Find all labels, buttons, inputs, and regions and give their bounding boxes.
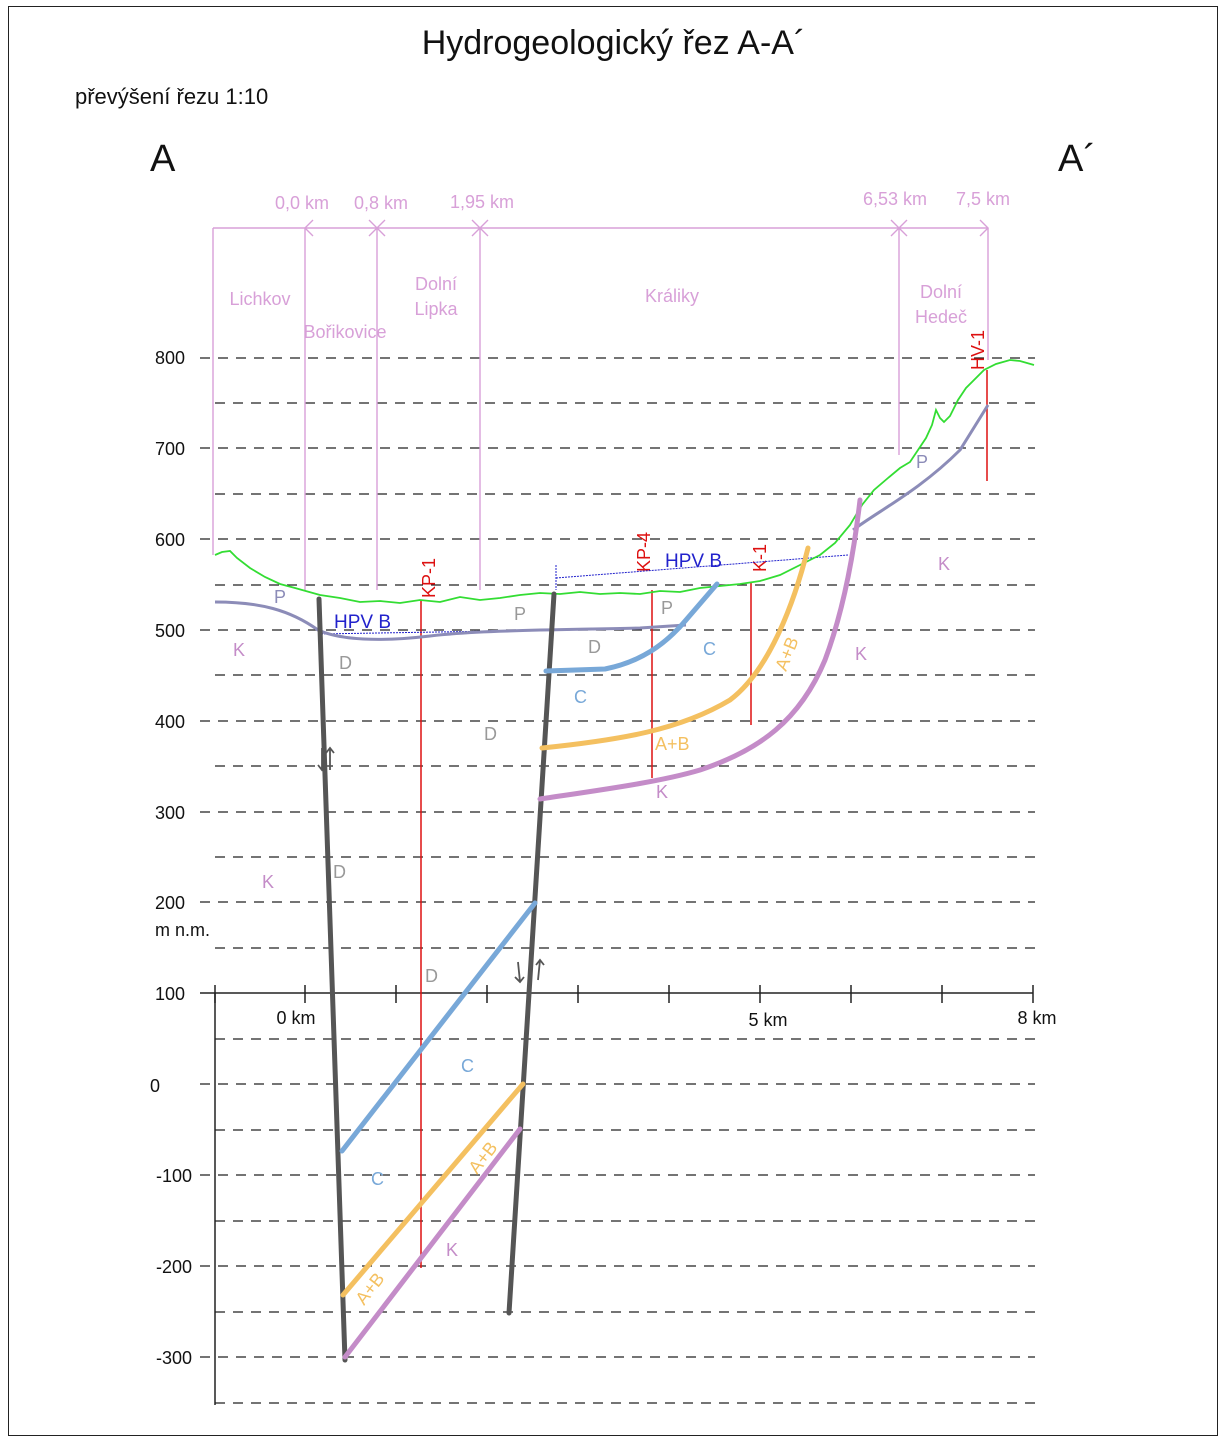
y-axis-labels: 800 700 600 500 400 300 200 100 0 -100 -…	[150, 348, 210, 1368]
label-c-1: C	[574, 687, 587, 707]
y-tick-700: 700	[155, 439, 185, 459]
unit-labels: P P P P K K K K K K D D D D D C C C C A+…	[233, 452, 950, 1308]
water-table-labels: HPV B HPV B	[334, 551, 722, 633]
label-d-2: D	[484, 724, 497, 744]
fault-arrows	[317, 746, 545, 984]
y-tick-minus300: -300	[156, 1348, 192, 1368]
water-table	[317, 554, 849, 635]
label-c-4: C	[371, 1169, 384, 1189]
village-borikovice: Bořikovice	[303, 322, 386, 342]
distance-mark-1-95: 1,95 km	[450, 192, 514, 212]
y-tick-600: 600	[155, 530, 185, 550]
y-tick-300: 300	[155, 803, 185, 823]
label-k-3: K	[656, 782, 668, 802]
distance-mark-7-5: 7,5 km	[956, 189, 1010, 209]
y-tick-minus100: -100	[156, 1166, 192, 1186]
quaternary-base-line	[214, 600, 687, 641]
distance-mark-0-8: 0,8 km	[354, 193, 408, 213]
faults	[316, 591, 557, 1363]
borehole-kp1-label: KP-1	[419, 558, 439, 598]
y-tick-400: 400	[155, 712, 185, 732]
village-boundaries	[212, 219, 989, 590]
label-k-4: K	[855, 644, 867, 664]
y-tick-minus200: -200	[156, 1257, 192, 1277]
label-k-6: K	[446, 1240, 458, 1260]
borehole-labels: KP-1 KP-4 K-1 HV-1	[419, 330, 988, 598]
label-p-3: P	[661, 598, 673, 618]
village-lichkov: Lichkov	[229, 289, 290, 309]
x-axis-labels: 0 km 5 km 8 km	[276, 1008, 1056, 1030]
unit-k-lines	[342, 497, 863, 1360]
borehole-hv1-label: HV-1	[968, 330, 988, 370]
figure-title: Hydrogeologický řez A-A´	[421, 24, 806, 62]
unit-c-lines	[339, 581, 720, 1154]
water-table-label-west: HPV B	[334, 612, 391, 633]
boreholes	[420, 370, 988, 1268]
label-d-1: D	[339, 653, 352, 673]
quaternary-base-line-east	[852, 404, 990, 532]
label-c-2: C	[703, 639, 716, 659]
village-dolni-hedec-line2: Hedeč	[915, 307, 967, 327]
section-start-label: A	[150, 138, 176, 180]
distance-mark-0-0: 0,0 km	[275, 193, 329, 213]
village-kraliky: Králiky	[645, 286, 699, 306]
borehole-k1-label: K-1	[750, 544, 770, 572]
label-d-4: D	[333, 862, 346, 882]
label-k-1: K	[233, 640, 245, 660]
label-p-4: P	[916, 452, 928, 472]
x-tick-8km: 8 km	[1017, 1008, 1056, 1028]
label-k-5: K	[938, 554, 950, 574]
unit-ab-lines	[340, 545, 811, 1298]
section-end-label: A´	[1058, 138, 1096, 180]
x-tick-0km: 0 km	[276, 1008, 315, 1028]
fault-west	[316, 596, 348, 1363]
label-d-5: D	[425, 966, 438, 986]
village-dolni-hedec-line1: Dolní	[920, 282, 962, 302]
fault-east	[506, 591, 557, 1316]
y-axis-unit: m n.m.	[155, 920, 210, 940]
label-p-1: P	[274, 587, 286, 607]
vertical-exaggeration-note: převýšení řezu 1:10	[75, 84, 269, 109]
village-dolni-lipka-line2: Lipka	[414, 299, 458, 319]
y-tick-200: 200	[155, 893, 185, 913]
borehole-kp4-label: KP-4	[634, 532, 654, 572]
y-tick-100: 100	[155, 984, 185, 1004]
x-tick-5km: 5 km	[748, 1010, 787, 1030]
y-tick-800: 800	[155, 348, 185, 368]
elevation-gridlines	[200, 357, 1035, 1404]
label-c-3: C	[461, 1056, 474, 1076]
km-axis	[200, 985, 1034, 1405]
label-d-3: D	[588, 637, 601, 657]
water-table-label-east: HPV B	[665, 551, 722, 572]
village-names: Lichkov Bořikovice Dolní Lipka Králiky D…	[229, 274, 967, 342]
y-tick-500: 500	[155, 621, 185, 641]
label-ab-1: A+B	[655, 734, 690, 754]
label-p-2: P	[514, 604, 526, 624]
distance-marks: 0,0 km 0,8 km 1,95 km 6,53 km 7,5 km	[275, 189, 1010, 213]
terrain-surface	[214, 359, 1035, 604]
distance-mark-6-53: 6,53 km	[863, 189, 927, 209]
label-k-2: K	[262, 872, 274, 892]
y-tick-0: 0	[150, 1076, 160, 1096]
village-dolni-lipka-line1: Dolní	[415, 274, 457, 294]
